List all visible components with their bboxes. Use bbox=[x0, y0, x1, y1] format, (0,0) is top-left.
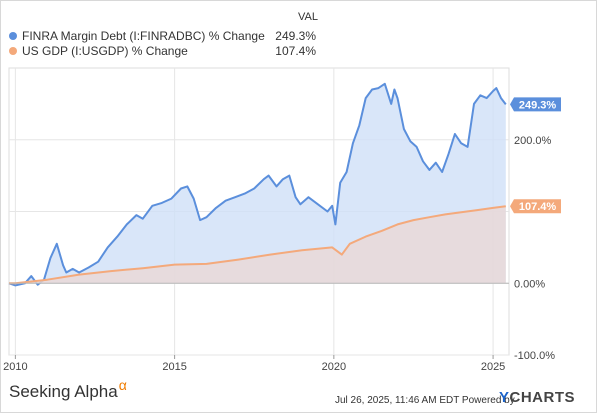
legend-value-margin-debt: 249.3% bbox=[275, 29, 316, 43]
legend-item-gdp[interactable]: US GDP (I:USGDP) % Change 107.4% bbox=[8, 44, 328, 58]
seeking-alpha-logo: Seeking Alphaα bbox=[9, 377, 127, 402]
ycharts-wordmark: CHARTS bbox=[509, 389, 576, 406]
end-label-margin-debt: 249.3% bbox=[519, 99, 557, 111]
legend-label-margin-debt: FINRA Margin Debt (I:FINRADBC) % Change bbox=[22, 29, 265, 43]
x-tick-label: 2015 bbox=[162, 361, 186, 373]
footer-timestamp: Jul 26, 2025, 11:46 AM EDT Powered by bbox=[335, 395, 515, 406]
y-tick-label: 200.0% bbox=[514, 135, 552, 147]
legend-value-gdp: 107.4% bbox=[275, 44, 316, 58]
x-tick-label: 2020 bbox=[322, 361, 346, 373]
brand-alpha-mark: α bbox=[118, 377, 127, 393]
y-tick-label: 0.00% bbox=[514, 278, 545, 290]
legend-dot-gdp-icon bbox=[9, 47, 17, 55]
ycharts-logo[interactable]: YCHARTS bbox=[499, 389, 575, 406]
end-label-badge-gdp bbox=[510, 199, 561, 214]
brand-name: Seeking Alpha bbox=[9, 382, 118, 401]
legend-item-margin-debt[interactable]: FINRA Margin Debt (I:FINRADBC) % Change … bbox=[8, 29, 328, 43]
legend-header: VAL bbox=[298, 11, 318, 23]
series-line-margin-debt bbox=[8, 82, 507, 287]
series-area-gdp bbox=[9, 206, 506, 284]
end-label-badge-margin-debt bbox=[510, 97, 561, 112]
series-line-gdp bbox=[9, 205, 506, 285]
ycharts-y-mark: Y bbox=[499, 389, 510, 406]
end-label-gdp: 107.4% bbox=[519, 201, 557, 213]
legend-dot-margin-debt-icon bbox=[9, 32, 17, 40]
legend-label-gdp: US GDP (I:USGDP) % Change bbox=[22, 44, 188, 58]
y-tick-label: -100.0% bbox=[514, 350, 555, 362]
x-tick-label: 2025 bbox=[481, 361, 505, 373]
x-tick-label: 2010 bbox=[3, 361, 27, 373]
